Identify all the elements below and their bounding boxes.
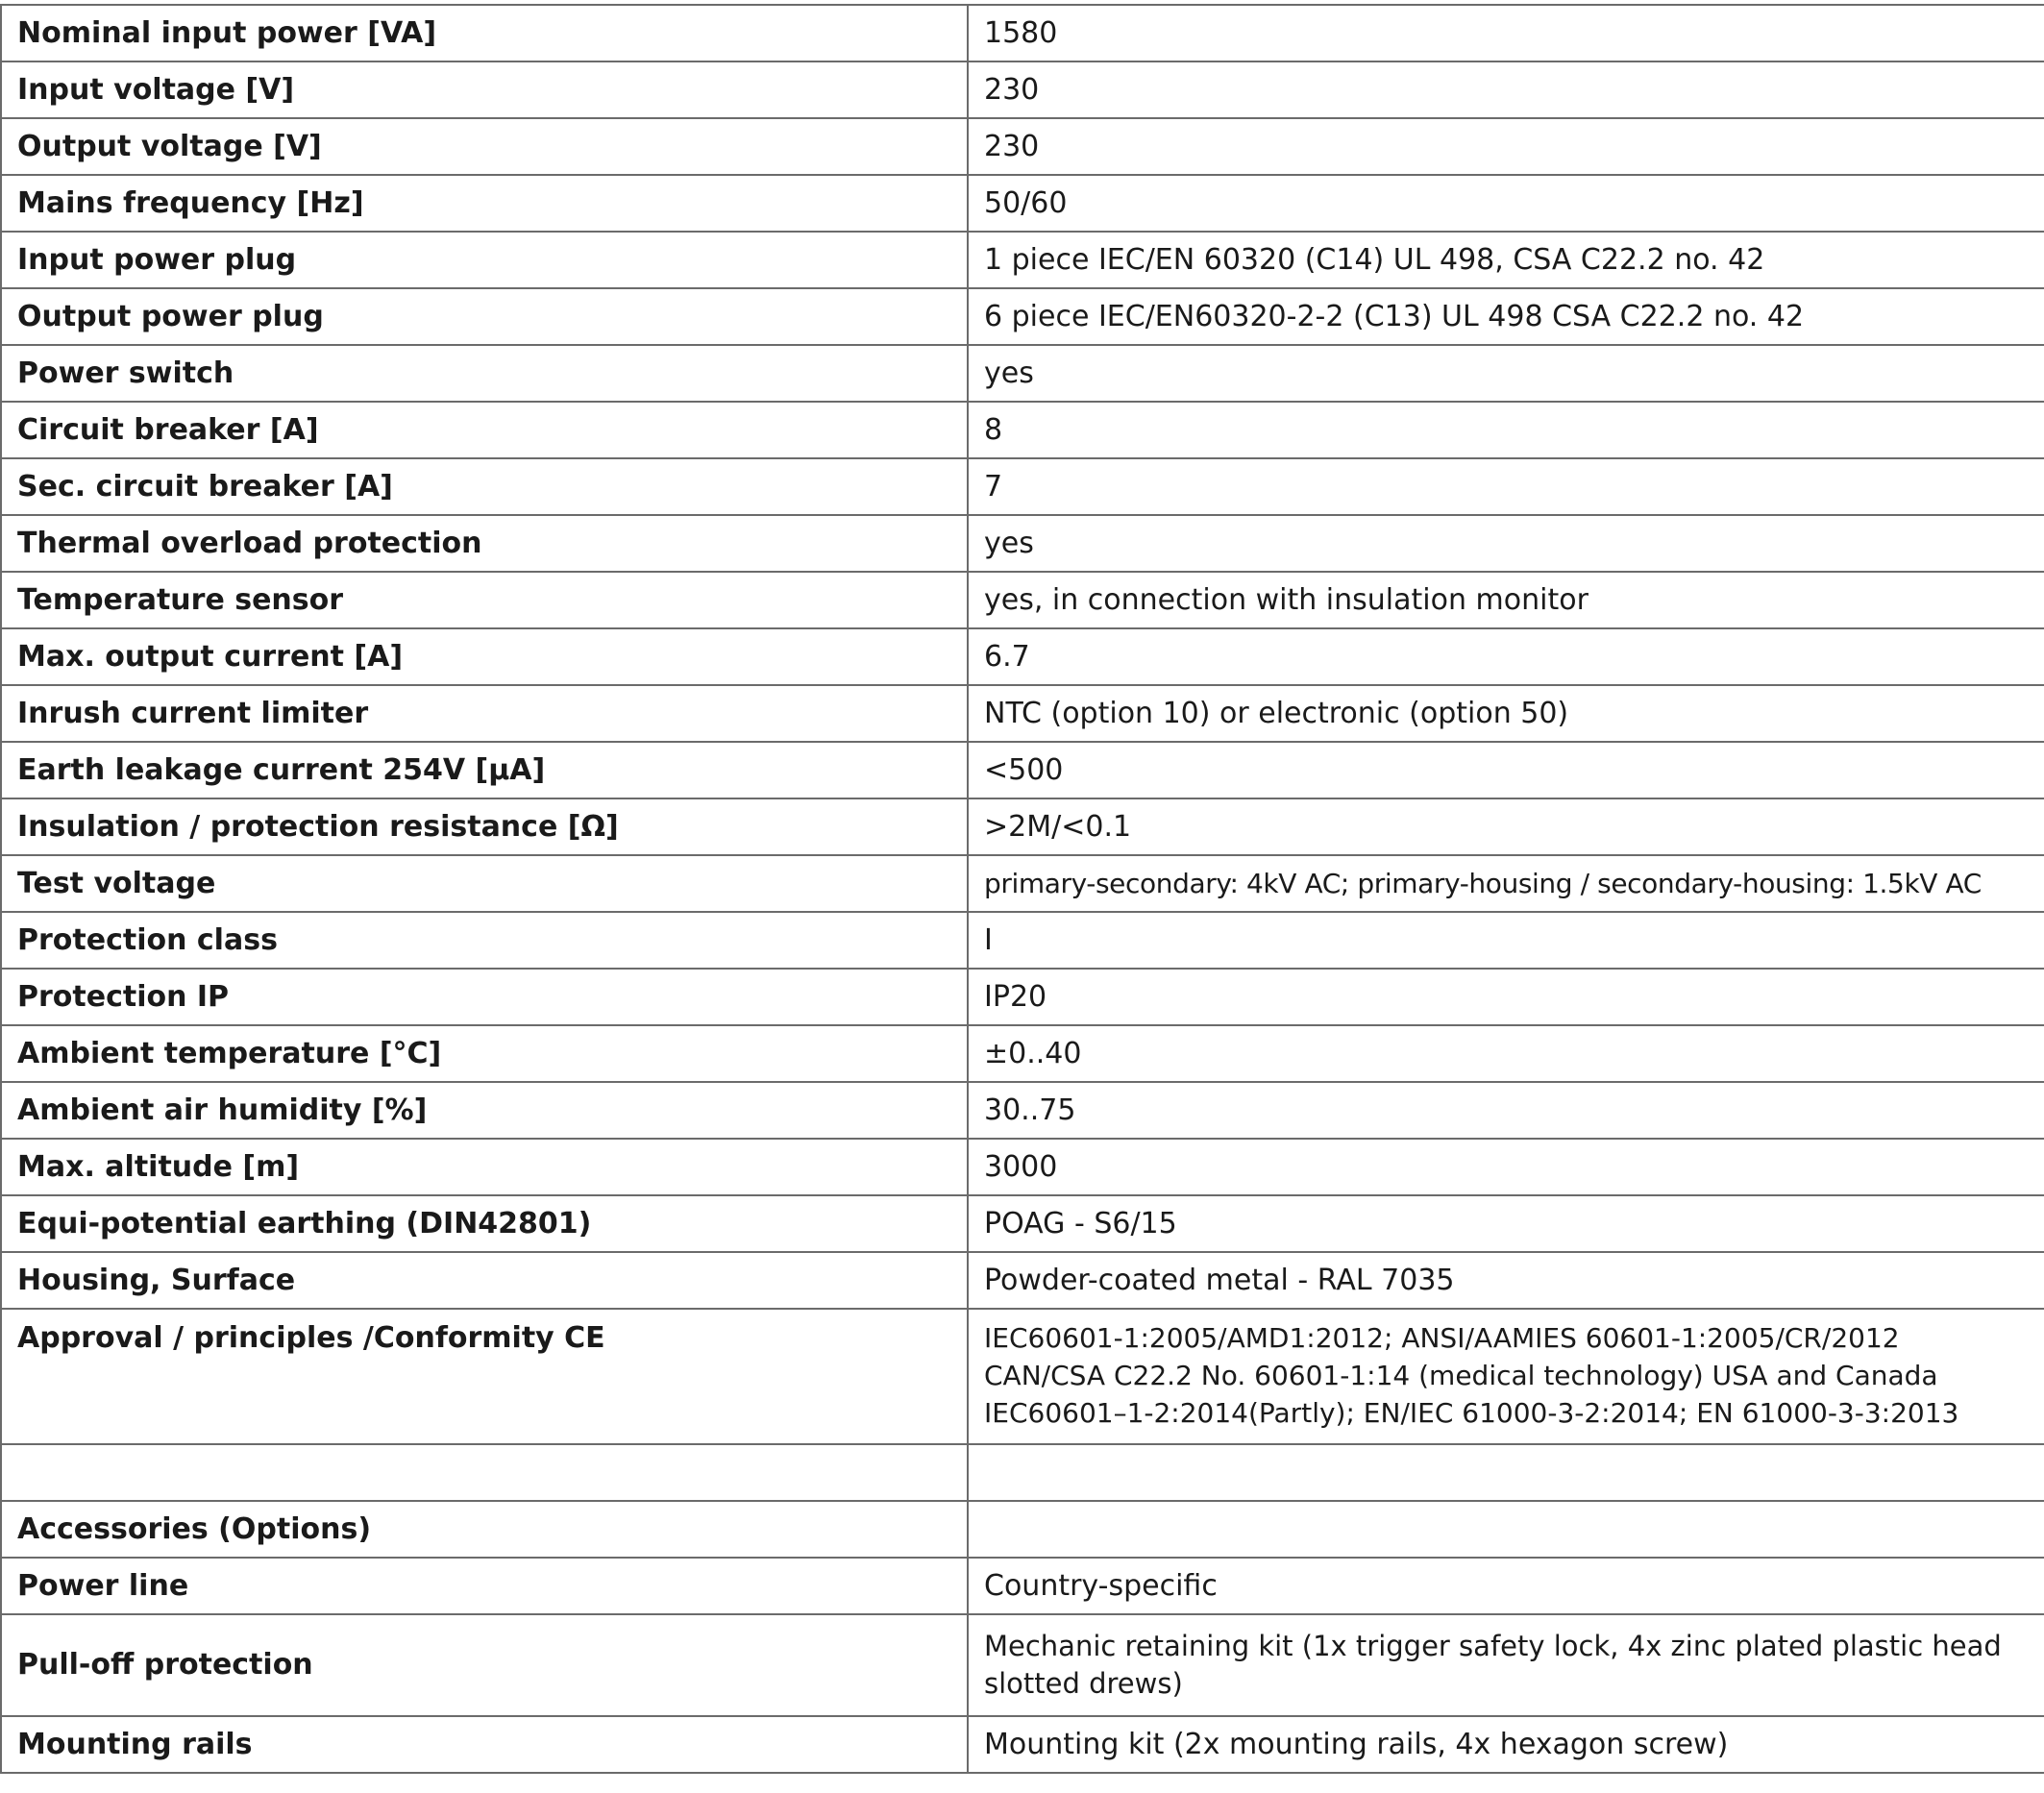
row-label: Protection class bbox=[0, 911, 969, 970]
row-value bbox=[967, 1500, 2044, 1559]
table-row: Input voltage [V] 230 bbox=[0, 61, 2044, 119]
table-row: Thermal overload protection yes bbox=[0, 514, 2044, 573]
row-value: Powder-coated metal - RAL 7035 bbox=[967, 1251, 2044, 1310]
table-row: Accessories (Options) bbox=[0, 1500, 2044, 1559]
row-value: IEC60601-1:2005/AMD1:2012; ANSI/AAMIES 6… bbox=[967, 1308, 2044, 1445]
row-value: Mounting kit (2x mounting rails, 4x hexa… bbox=[967, 1715, 2044, 1774]
row-value: IP20 bbox=[967, 968, 2044, 1026]
row-value: POAG - S6/15 bbox=[967, 1194, 2044, 1253]
row-value: 50/60 bbox=[967, 174, 2044, 233]
table-row: Input power plug 1 piece IEC/EN 60320 (C… bbox=[0, 231, 2044, 289]
table-row: Power switch yes bbox=[0, 344, 2044, 403]
row-value: yes bbox=[967, 514, 2044, 573]
row-label: Power switch bbox=[0, 344, 969, 403]
row-label: Max. altitude [m] bbox=[0, 1138, 969, 1196]
table-row: Max. output current [A] 6.7 bbox=[0, 627, 2044, 686]
row-label: Equi-potential earthing (DIN42801) bbox=[0, 1194, 969, 1253]
table-row: Output voltage [V] 230 bbox=[0, 117, 2044, 176]
row-value: 6.7 bbox=[967, 627, 2044, 686]
table-row: Sec. circuit breaker [A] 7 bbox=[0, 457, 2044, 516]
row-value: I bbox=[967, 911, 2044, 970]
table-row: Equi-potential earthing (DIN42801) POAG … bbox=[0, 1194, 2044, 1253]
row-label: Inrush current limiter bbox=[0, 684, 969, 743]
row-label: Max. output current [A] bbox=[0, 627, 969, 686]
table-row: Temperature sensor yes, in connection wi… bbox=[0, 571, 2044, 629]
row-label: Protection IP bbox=[0, 968, 969, 1026]
row-label: Circuit breaker [A] bbox=[0, 401, 969, 459]
row-value: Mechanic retaining kit (1x trigger safet… bbox=[967, 1613, 2044, 1717]
row-value: NTC (option 10) or electronic (option 50… bbox=[967, 684, 2044, 743]
row-label: Thermal overload protection bbox=[0, 514, 969, 573]
row-label: Input power plug bbox=[0, 231, 969, 289]
row-value: 3000 bbox=[967, 1138, 2044, 1196]
table-row: Housing, Surface Powder-coated metal - R… bbox=[0, 1251, 2044, 1310]
row-value: yes, in connection with insulation monit… bbox=[967, 571, 2044, 629]
table-row: Inrush current limiter NTC (option 10) o… bbox=[0, 684, 2044, 743]
row-label: Ambient temperature [°C] bbox=[0, 1024, 969, 1083]
table-row: Circuit breaker [A] 8 bbox=[0, 401, 2044, 459]
row-label: Sec. circuit breaker [A] bbox=[0, 457, 969, 516]
row-label: Nominal input power [VA] bbox=[0, 4, 969, 62]
row-value: 1 piece IEC/EN 60320 (C14) UL 498, CSA C… bbox=[967, 231, 2044, 289]
row-label: Accessories (Options) bbox=[0, 1500, 969, 1559]
row-value: <500 bbox=[967, 741, 2044, 799]
row-value: yes bbox=[967, 344, 2044, 403]
row-value: 6 piece IEC/EN60320-2-2 (C13) UL 498 CSA… bbox=[967, 287, 2044, 346]
table-row bbox=[0, 1443, 2044, 1502]
row-label: Test voltage bbox=[0, 854, 969, 913]
table-row: Earth leakage current 254V [µA] <500 bbox=[0, 741, 2044, 799]
row-label: Temperature sensor bbox=[0, 571, 969, 629]
row-label: Housing, Surface bbox=[0, 1251, 969, 1310]
row-label: Approval / principles /Conformity CE bbox=[0, 1308, 969, 1445]
table-row: Ambient temperature [°C] ±0..40 bbox=[0, 1024, 2044, 1083]
table-row: Power line Country-specific bbox=[0, 1557, 2044, 1615]
row-label: Power line bbox=[0, 1557, 969, 1615]
row-label: Earth leakage current 254V [µA] bbox=[0, 741, 969, 799]
row-label: Insulation / protection resistance [Ω] bbox=[0, 798, 969, 856]
row-label: Mounting rails bbox=[0, 1715, 969, 1774]
row-label: Ambient air humidity [%] bbox=[0, 1081, 969, 1140]
row-label: Mains frequency [Hz] bbox=[0, 174, 969, 233]
row-value: 1580 bbox=[967, 4, 2044, 62]
row-value: 230 bbox=[967, 61, 2044, 119]
spec-table: Nominal input power [VA] 1580 Input volt… bbox=[0, 4, 2044, 1774]
row-label: Output voltage [V] bbox=[0, 117, 969, 176]
table-row: Ambient air humidity [%] 30..75 bbox=[0, 1081, 2044, 1140]
table-row: Output power plug 6 piece IEC/EN60320-2-… bbox=[0, 287, 2044, 346]
row-value bbox=[967, 1443, 2044, 1502]
table-row: Pull-off protection Mechanic retaining k… bbox=[0, 1613, 2044, 1717]
row-value: 8 bbox=[967, 401, 2044, 459]
table-row: Max. altitude [m] 3000 bbox=[0, 1138, 2044, 1196]
row-value: >2M/<0.1 bbox=[967, 798, 2044, 856]
table-row: Test voltage primary-secondary: 4kV AC; … bbox=[0, 854, 2044, 913]
table-row: Protection IP IP20 bbox=[0, 968, 2044, 1026]
row-value: 230 bbox=[967, 117, 2044, 176]
table-row: Nominal input power [VA] 1580 bbox=[0, 4, 2044, 62]
table-row: Approval / principles /Conformity CE IEC… bbox=[0, 1308, 2044, 1445]
row-value: primary-secondary: 4kV AC; primary-housi… bbox=[967, 854, 2044, 913]
table-row: Protection class I bbox=[0, 911, 2044, 970]
row-value: Country-specific bbox=[967, 1557, 2044, 1615]
row-label: Input voltage [V] bbox=[0, 61, 969, 119]
row-value: 7 bbox=[967, 457, 2044, 516]
row-label: Pull-off protection bbox=[0, 1613, 969, 1717]
row-label bbox=[0, 1443, 969, 1502]
row-label: Output power plug bbox=[0, 287, 969, 346]
row-value: ±0..40 bbox=[967, 1024, 2044, 1083]
row-value: 30..75 bbox=[967, 1081, 2044, 1140]
table-row: Mounting rails Mounting kit (2x mounting… bbox=[0, 1715, 2044, 1774]
table-row: Mains frequency [Hz] 50/60 bbox=[0, 174, 2044, 233]
table-row: Insulation / protection resistance [Ω] >… bbox=[0, 798, 2044, 856]
